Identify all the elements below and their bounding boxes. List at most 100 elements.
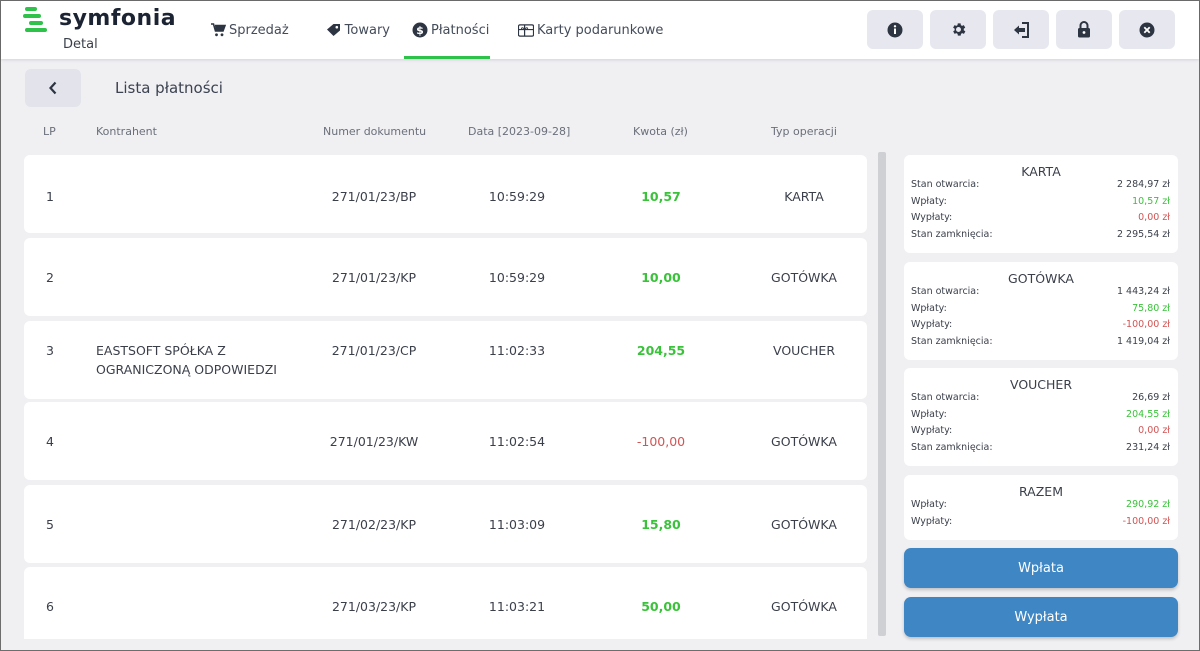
summary-label: Wpłaty:	[911, 499, 947, 510]
summary-value: 2 295,54 zł	[1116, 228, 1170, 240]
cell-kwota: 10,57	[641, 189, 681, 204]
gift-card-icon	[518, 22, 534, 38]
cell-lp: 5	[46, 517, 54, 532]
cell-typ: GOTÓWKA	[771, 599, 837, 614]
col-header-kontrahent: Kontrahent	[96, 125, 157, 138]
cell-numer: 271/02/23/KP	[331, 517, 417, 532]
col-header-kwota: Kwota (zł)	[633, 125, 688, 138]
gear-icon	[952, 23, 965, 36]
summary-card-gotowka: GOTÓWKA Stan otwarcia: 1 443,24 zł Wpłaty…	[904, 262, 1178, 360]
summary-label: Wypłaty:	[911, 425, 953, 436]
summary-label: Stan otwarcia:	[911, 179, 980, 190]
payments-table: 1 271/01/23/BP 10:59:29 10,57 KARTA 2 27…	[24, 153, 867, 639]
summary-label: Wypłaty:	[911, 515, 953, 527]
cell-kontrahent-line: OGRANICZONĄ ODPOWIEDZI	[96, 362, 277, 377]
summary-value: 75,80 zł	[1132, 302, 1170, 314]
cell-kwota: 15,80	[641, 517, 681, 532]
close-button[interactable]	[1119, 10, 1175, 49]
summary-value: 204,55 zł	[1126, 408, 1170, 420]
table-row[interactable]: 4 271/01/23/KW 11:02:54 -100,00 GOTÓWKA	[24, 402, 867, 480]
lock-icon	[1078, 21, 1090, 38]
summary-value: 231,24 zł	[1126, 441, 1170, 453]
summary-value: 1 443,24 zł	[1116, 286, 1170, 297]
summary-value: -100,00 zł	[1122, 319, 1170, 330]
summary-title: KARTA	[1021, 164, 1061, 179]
summary-label: Stan otwarcia:	[911, 392, 980, 403]
col-header-lp: LP	[43, 125, 56, 138]
cell-typ: KARTA	[784, 189, 824, 204]
summary-label: Stan zamknięcia:	[911, 441, 993, 453]
cell-kwota: 204,55	[636, 343, 686, 358]
tab-towary[interactable]: Towary	[312, 1, 398, 59]
brand-name: symfonia	[59, 6, 177, 31]
info-button[interactable]	[867, 10, 923, 49]
cart-icon	[210, 22, 226, 38]
summary-card-voucher: VOUCHER Stan otwarcia: 26,69 zł Wpłaty: 20…	[904, 368, 1178, 466]
summary-value: 2 284,97 zł	[1116, 179, 1170, 190]
chevron-left-icon	[49, 81, 57, 95]
cell-numer: 271/01/23/BP	[331, 189, 417, 204]
cell-typ: GOTÓWKA	[771, 517, 837, 532]
cell-numer: 271/01/23/KW	[329, 434, 419, 449]
table-row[interactable]: 5 271/02/23/KP 11:03:09 15,80 GOTÓWKA	[24, 485, 867, 563]
table-row[interactable]: 6 271/03/23/KP 11:03:21 50,00 GOTÓWKA	[24, 567, 867, 639]
tab-label: Towary	[344, 22, 390, 38]
tab-platnosci[interactable]: $ Płatności	[404, 1, 490, 59]
summary-title: RAZEM	[1019, 484, 1063, 499]
summary-label: Wpłaty:	[911, 302, 947, 314]
logo: symfonia Detal	[23, 6, 183, 56]
cell-lp: 3	[46, 343, 54, 358]
table-row[interactable]: 2 271/01/23/KP 10:59:29 10,00 GOTÓWKA	[24, 238, 867, 316]
summary-label: Wypłaty:	[911, 319, 953, 330]
page-title: Lista płatności	[115, 79, 223, 97]
table-scrollbar[interactable]	[878, 152, 886, 636]
lock-button[interactable]	[1056, 10, 1112, 49]
cell-lp: 4	[46, 434, 54, 449]
wplata-button[interactable]: Wpłata	[904, 548, 1178, 588]
cell-numer: 271/03/23/KP	[331, 599, 417, 614]
cell-lp: 6	[46, 599, 54, 614]
top-bar: symfonia Detal Sprzedaż Towary $ Płatnoś…	[1, 1, 1199, 59]
summary-card-karta: KARTA Stan otwarcia: 2 284,97 zł Wpłaty: 1…	[904, 155, 1178, 253]
dollar-circle-icon: $	[412, 22, 428, 38]
cell-typ: GOTÓWKA	[771, 434, 837, 449]
settings-button[interactable]	[930, 10, 986, 49]
wyplata-button[interactable]: Wypłata	[904, 597, 1178, 637]
cell-lp: 2	[46, 270, 54, 285]
cell-kwota: 50,00	[641, 599, 681, 614]
info-icon	[887, 22, 903, 37]
cell-data: 11:02:33	[488, 343, 546, 358]
cell-typ: GOTÓWKA	[771, 270, 837, 285]
summary-card-razem: RAZEM Wpłaty: 290,92 zł Wypłaty: -100,00 z…	[904, 475, 1178, 540]
toolbar	[860, 10, 1175, 49]
cell-kwota: 10,00	[641, 270, 681, 285]
summary-value: 0,00 zł	[1138, 425, 1170, 436]
summary-value: 10,57 zł	[1132, 195, 1170, 207]
summary-label: Stan zamknięcia:	[911, 228, 993, 240]
col-header-data: Data [2023-09-28]	[468, 125, 571, 138]
logout-button[interactable]	[993, 10, 1049, 49]
cell-data: 10:59:29	[488, 189, 546, 204]
cell-numer: 271/01/23/CP	[331, 343, 417, 358]
tab-label: Sprzedaż	[229, 22, 289, 38]
tab-karty-podarunkowe[interactable]: Karty podarunkowe	[496, 1, 671, 59]
cell-kontrahent: EASTSOFT SPÓŁKA Z OGRANICZONĄ ODPOWIEDZI	[96, 341, 306, 379]
summary-value: 290,92 zł	[1126, 499, 1170, 510]
summary-title: VOUCHER	[1009, 377, 1073, 392]
summary-label: Stan otwarcia:	[911, 286, 980, 297]
close-icon	[1139, 22, 1155, 37]
summary-label: Stan zamknięcia:	[911, 335, 993, 347]
table-row[interactable]: 1 271/01/23/BP 10:59:29 10,57 KARTA	[24, 155, 867, 233]
tag-icon	[326, 22, 342, 38]
tab-label: Karty podarunkowe	[537, 22, 664, 38]
svg-text:$: $	[416, 24, 424, 37]
tab-sprzedaz[interactable]: Sprzedaż	[204, 1, 306, 59]
table-row[interactable]: 3 EASTSOFT SPÓŁKA Z OGRANICZONĄ ODPOWIED…	[24, 321, 867, 399]
cell-numer: 271/01/23/KP	[331, 270, 417, 285]
summary-label: Wpłaty:	[911, 408, 947, 420]
cell-kontrahent-line: EASTSOFT SPÓŁKA Z	[96, 343, 226, 358]
back-button[interactable]	[25, 69, 81, 107]
tab-label: Płatności	[431, 22, 490, 38]
summary-title: GOTÓWKA	[1008, 271, 1074, 286]
main-nav: Sprzedaż Towary $ Płatności Karty podaru…	[204, 1, 677, 59]
